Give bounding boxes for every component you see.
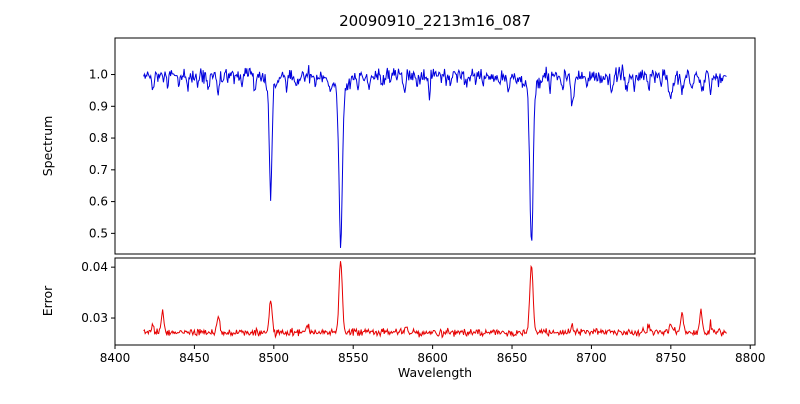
x-tick-label: 8500 <box>259 351 290 365</box>
y-axis-label-error: Error <box>40 285 55 316</box>
spectrum-y-tick-label: 0.7 <box>89 163 108 177</box>
x-tick-label: 8550 <box>338 351 369 365</box>
spectrum-panel-border <box>114 37 756 255</box>
x-tick-label: 8600 <box>417 351 448 365</box>
spectrum-y-tick-label: 1.0 <box>89 68 108 82</box>
error-panel-border <box>114 257 756 346</box>
error-y-tick-label: 0.03 <box>81 311 108 325</box>
spectrum-y-tick-label: 0.5 <box>89 226 108 240</box>
x-tick-label: 8800 <box>735 351 766 365</box>
y-axis-label-spectrum: Spectrum <box>40 116 55 177</box>
error-y-tick-label: 0.04 <box>81 260 108 274</box>
spectrum-y-tick-label: 0.6 <box>89 195 108 209</box>
spectrum-line <box>143 64 727 248</box>
x-axis-label: Wavelength <box>398 365 472 380</box>
error-line <box>143 261 727 339</box>
x-tick-label: 8400 <box>100 351 131 365</box>
x-tick-label: 8700 <box>576 351 607 365</box>
x-tick-label: 8650 <box>497 351 528 365</box>
spectrum-y-tick-label: 0.8 <box>89 131 108 145</box>
x-tick-label: 8450 <box>179 351 210 365</box>
x-tick-label: 8750 <box>656 351 687 365</box>
chart-title: 20090910_2213m16_087 <box>339 12 531 31</box>
spectrum-y-tick-label: 0.9 <box>89 99 108 113</box>
